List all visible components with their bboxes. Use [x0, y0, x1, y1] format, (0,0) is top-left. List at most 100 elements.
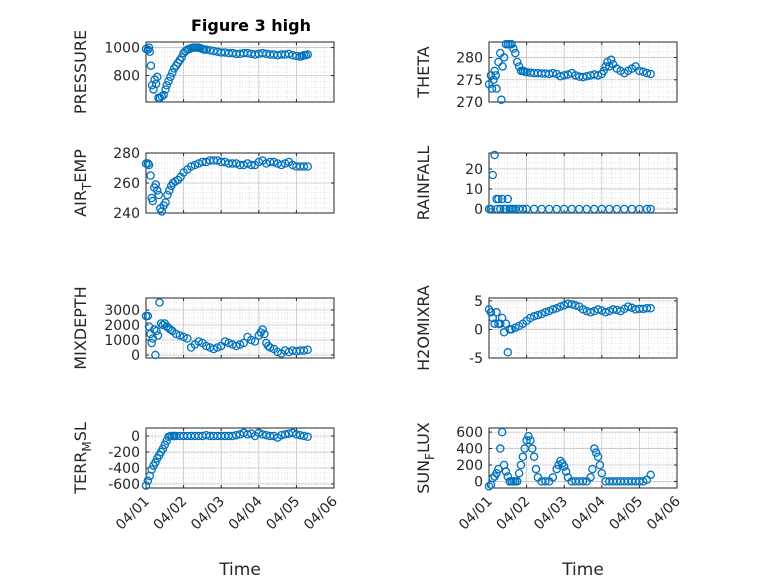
data-point	[571, 301, 580, 310]
data-point	[175, 331, 185, 340]
data-point	[201, 341, 211, 351]
data-point	[145, 47, 155, 57]
data-point	[559, 462, 569, 471]
y-tick-label: 0	[474, 474, 483, 490]
x-tick-label: 04/03	[188, 494, 228, 534]
data-point	[601, 308, 610, 317]
data-point	[494, 464, 503, 474]
data-point	[488, 170, 498, 180]
data-point	[548, 305, 558, 314]
data-point	[231, 430, 241, 440]
data-point	[499, 53, 509, 62]
data-point	[490, 66, 499, 76]
data-point	[593, 305, 603, 314]
y-axis-label: RAINFALL	[414, 146, 433, 221]
data-point	[159, 90, 168, 100]
data-point	[529, 452, 539, 462]
data-point	[571, 71, 580, 80]
y-axis-label: AIRTEMP	[71, 149, 94, 217]
data-point	[153, 186, 162, 195]
data-point	[143, 159, 153, 168]
data-point	[490, 319, 499, 328]
data-point	[623, 302, 633, 311]
data-point	[177, 53, 186, 62]
x-axis-label: Time	[218, 560, 261, 580]
data-point	[144, 43, 154, 52]
data-point	[591, 448, 601, 457]
subplot-rainfall: 0 10 20 RAINFALL	[414, 146, 678, 221]
data-series	[484, 39, 655, 105]
data-point	[143, 311, 153, 321]
data-point	[559, 71, 569, 80]
y-tick-label: 2000	[104, 318, 140, 334]
data-point	[512, 57, 522, 67]
data-point	[151, 350, 160, 360]
data-point	[524, 431, 533, 441]
data-series	[141, 298, 312, 360]
y-tick-label: 280	[113, 146, 140, 162]
y-tick-label: 275	[456, 73, 483, 89]
y-tick-label: 400	[456, 442, 483, 458]
data-point	[190, 160, 200, 170]
data-point	[646, 304, 655, 313]
data-point	[151, 180, 161, 189]
data-point	[258, 325, 267, 334]
y-tick-label: -600	[108, 477, 140, 493]
x-axis-label: Time	[561, 560, 604, 580]
data-point	[518, 204, 528, 214]
y-tick-label: 240	[113, 206, 140, 222]
y-axis-label: PRESSURE	[71, 30, 90, 114]
data-point	[556, 456, 565, 466]
data-point	[487, 84, 497, 93]
figure-title: Figure 3 high	[191, 16, 311, 35]
data-point	[531, 464, 541, 474]
data-point	[514, 468, 524, 478]
x-tick-label: 04/06	[644, 493, 684, 533]
x-tick-label: 04/05	[606, 494, 646, 534]
y-tick-label: 0	[474, 322, 483, 338]
data-point	[529, 312, 539, 321]
subplot-sun-flux: 0200400600SUNFLUX04/0104/0204/0304/0404/…	[414, 422, 684, 580]
data-point	[254, 428, 264, 438]
data-point	[224, 338, 233, 348]
x-tick-label: 04/01	[456, 494, 496, 534]
subplot-h2omixra: -5 0 5 H2OMIXRA	[414, 285, 678, 371]
y-tick-label: 280	[456, 51, 483, 67]
data-point	[552, 464, 561, 474]
data-point	[143, 476, 153, 486]
data-point	[154, 190, 164, 200]
data-point	[595, 460, 605, 470]
data-point	[157, 92, 167, 101]
data-point	[269, 157, 279, 167]
y-axis-label: TERRMSL	[71, 422, 94, 495]
y-axis-label: SUNFLUX	[414, 422, 437, 494]
y-tick-label: 5	[474, 294, 483, 310]
data-series	[141, 43, 312, 103]
data-point	[247, 160, 256, 170]
data-point	[635, 66, 644, 76]
data-point	[490, 150, 499, 160]
y-tick-label: 600	[456, 425, 483, 441]
data-point	[492, 468, 501, 478]
y-tick-label: 3000	[104, 303, 140, 319]
data-point	[153, 331, 163, 340]
data-point	[497, 95, 506, 105]
data-point	[220, 337, 230, 346]
y-axis-label: THETA	[414, 46, 433, 98]
data-point	[635, 477, 644, 486]
data-point	[157, 207, 167, 216]
data-point	[155, 298, 164, 307]
data-point	[231, 341, 241, 351]
data-point	[496, 444, 505, 453]
data-point	[541, 477, 550, 486]
data-point	[144, 160, 154, 170]
y-tick-label: 1000	[104, 333, 140, 349]
data-point	[563, 299, 573, 308]
data-point	[486, 308, 496, 317]
data-point	[501, 319, 511, 328]
data-point	[642, 304, 652, 313]
data-point	[567, 300, 576, 309]
data-point	[146, 61, 156, 70]
y-tick-label: 10	[465, 182, 483, 198]
